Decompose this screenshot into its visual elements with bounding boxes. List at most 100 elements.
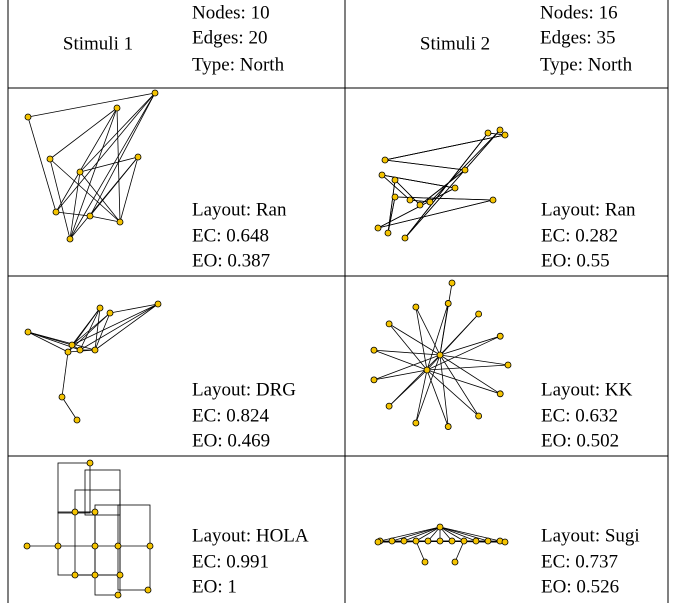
graph-edge — [439, 354, 479, 417]
graph-edge — [388, 369, 428, 407]
graph-node — [114, 591, 122, 599]
graph-edge — [69, 92, 156, 240]
graph-node — [91, 542, 99, 550]
graph-node — [484, 129, 492, 137]
graph-edge — [94, 303, 159, 351]
graph-node — [385, 402, 393, 410]
graph-edge — [94, 307, 101, 351]
graph-edge — [373, 369, 428, 381]
graph-edge — [71, 303, 159, 346]
graph-node — [151, 89, 159, 97]
graph-edge — [69, 156, 139, 240]
graph-edge — [439, 526, 465, 542]
graph-node — [68, 341, 76, 349]
graph-node — [412, 537, 420, 545]
layout-metric: EC: 0.824 — [192, 405, 270, 426]
graph-node — [384, 229, 392, 237]
graph-edge — [373, 349, 428, 371]
graph-edge — [426, 369, 479, 417]
graph-edge — [61, 396, 78, 421]
layout-metric: EC: 0.991 — [192, 551, 269, 572]
graph-node — [374, 224, 382, 232]
graph-node — [444, 300, 452, 307]
graph-node — [370, 376, 378, 384]
graph-node — [106, 309, 114, 317]
layout-metric: EO: 0.55 — [541, 250, 610, 271]
layout-metric: EO: 0.469 — [192, 430, 270, 451]
graph-node — [496, 332, 504, 340]
graph-node — [374, 538, 382, 546]
graph-edge — [426, 335, 501, 371]
graph-edge — [391, 526, 441, 542]
graph-node — [504, 361, 512, 369]
graph-node — [24, 113, 32, 121]
graph-edge — [27, 331, 96, 351]
stimuli-info: Type: North — [192, 54, 285, 75]
graph-node — [436, 523, 444, 531]
graph-edge — [79, 156, 139, 173]
stimuli-info: Nodes: 16 — [540, 2, 618, 23]
graph-edge — [55, 211, 91, 217]
layout-metric: Layout: Ran — [192, 199, 287, 220]
layout-metric: Layout: Sugi — [541, 525, 640, 546]
graph-node — [86, 212, 94, 220]
graph-edge — [426, 303, 449, 371]
table-borders — [7, 0, 669, 603]
graph-node — [24, 328, 32, 336]
graph-node — [91, 346, 99, 354]
graph-node — [388, 537, 396, 545]
graph-node — [424, 537, 432, 545]
graph-edge — [439, 354, 509, 366]
graph-edge — [415, 526, 441, 542]
graph-edge — [415, 540, 426, 563]
graph-node — [496, 126, 504, 134]
graph-edge — [377, 199, 494, 229]
layout-metric: EC: 0.648 — [192, 225, 269, 246]
graph-node — [391, 176, 399, 184]
graph-edge — [55, 92, 156, 213]
graph-edge — [394, 179, 421, 206]
graph-edge — [69, 171, 81, 240]
layout-metric: EO: 0.502 — [541, 430, 619, 451]
graph-edge — [415, 306, 441, 356]
graph-node — [448, 279, 456, 287]
graph-edge — [439, 526, 489, 542]
graph-edge — [27, 331, 69, 353]
graph-node — [391, 193, 399, 201]
graph-node — [461, 166, 469, 174]
graph-edge — [454, 540, 465, 563]
graph-node — [444, 423, 452, 430]
graph-node — [144, 586, 152, 594]
graph-edge — [79, 307, 101, 351]
graph-edge — [49, 107, 118, 160]
graph-node — [23, 542, 31, 550]
graph-edge — [387, 179, 396, 234]
graph-node — [412, 303, 420, 311]
graph-edge — [27, 116, 57, 213]
graph-node — [54, 542, 62, 550]
graph-node — [489, 196, 497, 204]
graph-node — [416, 201, 424, 209]
graph-edge — [439, 526, 477, 542]
graph-edge — [55, 107, 118, 213]
graph-edge — [429, 129, 501, 203]
graph-edge — [27, 92, 156, 118]
layout-metric: Layout: DRG — [192, 379, 296, 400]
graph-node — [76, 346, 84, 354]
graph-node — [76, 168, 84, 176]
graph-node — [460, 537, 468, 545]
graph-node — [381, 156, 389, 164]
graph-node — [501, 131, 509, 139]
graph-node — [385, 320, 393, 328]
graph-node — [116, 571, 124, 579]
graph-edge — [439, 354, 449, 427]
graph-edge — [89, 92, 156, 217]
graph-edge — [381, 174, 411, 201]
graph-edge — [419, 169, 466, 206]
graph-edge — [384, 134, 506, 161]
stimuli-info: Edges: 20 — [192, 27, 267, 48]
layout-metric: EC: 0.632 — [541, 405, 618, 426]
graph-node — [96, 304, 104, 312]
graph-node — [484, 537, 492, 545]
